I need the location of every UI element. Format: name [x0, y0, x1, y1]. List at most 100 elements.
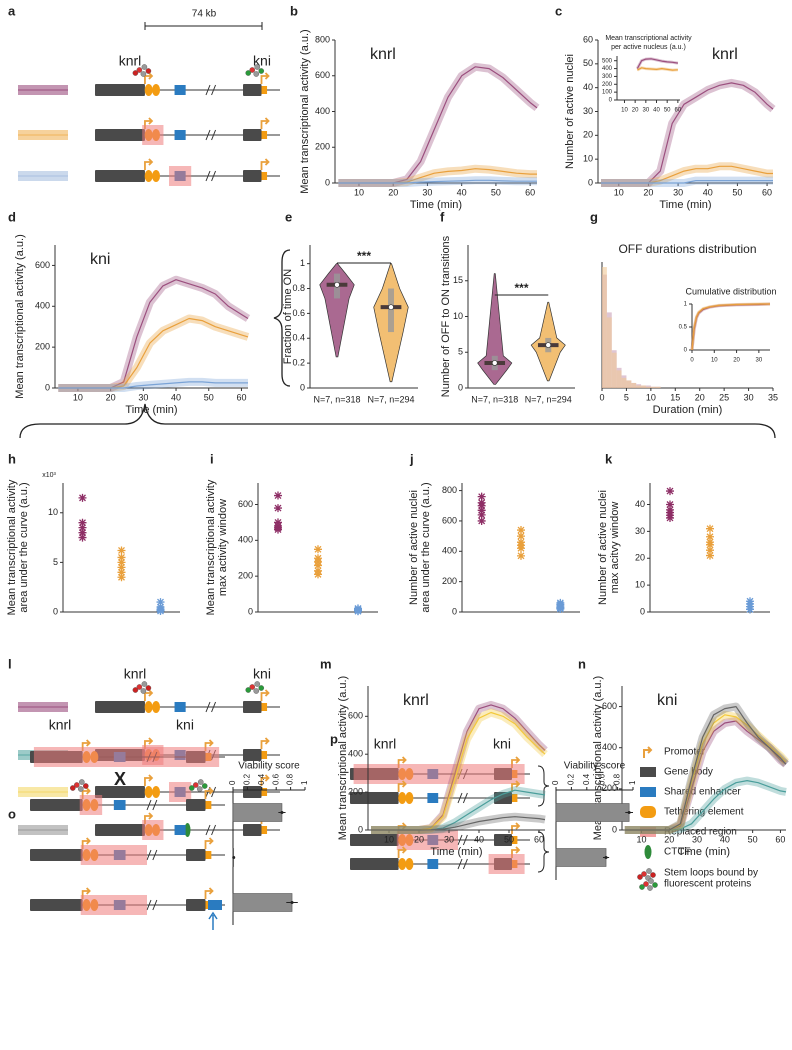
x-axis-label: Time (min)	[659, 199, 711, 211]
chart-title: kni	[90, 251, 110, 268]
panel-label: c	[555, 3, 562, 18]
promoter	[260, 774, 270, 786]
stem-loop	[70, 785, 76, 791]
break	[205, 824, 217, 836]
y-tick-label: 400	[442, 546, 457, 556]
y-tick-label: 0	[452, 606, 457, 616]
bracket	[537, 765, 550, 807]
point	[477, 492, 486, 501]
x-tick-label: 0.8	[286, 773, 295, 785]
gene-body	[243, 786, 262, 798]
bar-dot	[232, 856, 236, 859]
tethering-element	[261, 172, 268, 180]
chart-title: OFF durations distribution	[618, 242, 756, 256]
legend-icon	[643, 746, 653, 758]
y-tick-label: 400	[35, 301, 50, 311]
legend-label: Gene body	[664, 767, 713, 778]
point	[117, 558, 126, 567]
series-line	[371, 816, 546, 831]
x-tick-label: 50	[732, 187, 742, 197]
stem-loop	[641, 871, 647, 877]
x-tick-label: 10	[636, 834, 646, 844]
gene-body	[494, 834, 512, 846]
hist-bar	[606, 317, 612, 388]
chart-title: Cumulative distribution	[685, 286, 776, 296]
median-dot	[334, 281, 340, 288]
series-band	[338, 62, 540, 187]
y-tick-label: 30	[635, 526, 645, 536]
box	[388, 288, 394, 333]
y-axis-label: max acitvy window	[609, 502, 621, 594]
replaced-region	[488, 854, 525, 874]
point	[666, 487, 674, 496]
gene-body	[95, 824, 145, 836]
gene-body	[30, 799, 83, 811]
tethering-element	[144, 84, 153, 96]
shared-enhancer	[174, 85, 186, 95]
hist-bar	[641, 385, 646, 388]
gene-body	[30, 899, 83, 911]
gene-body	[186, 849, 206, 861]
promoter	[204, 837, 214, 849]
series-line	[636, 58, 678, 69]
y-tick-label: 200	[348, 786, 363, 796]
panel-label: b	[290, 3, 298, 18]
legend-icon	[640, 787, 656, 797]
y-axis-label: Fraction of time ON	[282, 269, 294, 364]
break	[146, 799, 158, 811]
gene-body	[243, 84, 262, 96]
gene-body	[30, 849, 83, 861]
gene-body	[95, 129, 145, 141]
hist-bar	[636, 385, 642, 388]
y-tick-label: 200	[602, 783, 617, 793]
y-tick-label: 0	[248, 606, 253, 616]
shared-enhancer	[113, 800, 126, 810]
point	[477, 516, 486, 525]
point	[117, 546, 126, 555]
point	[78, 528, 87, 537]
panel-label: h	[8, 451, 16, 466]
series-line	[691, 303, 770, 351]
y-tick-label: 600	[35, 260, 50, 270]
ctcf	[184, 823, 191, 837]
panel-label: k	[605, 451, 613, 466]
tethering-element	[405, 858, 414, 870]
brace	[273, 249, 291, 387]
stem-loop	[136, 684, 143, 690]
point	[477, 501, 486, 510]
y-tick-label: 200	[35, 342, 50, 352]
y-tick-label: 0.2	[292, 358, 305, 368]
legend-label: fluorescent proteins	[664, 879, 751, 890]
gene-label: knrl	[49, 717, 72, 733]
axis-multiplier: x10³	[42, 472, 56, 479]
hist-bar	[611, 352, 617, 388]
legend-label: Shared enhancer	[664, 787, 741, 798]
y-axis-label: Mean transcriptional activity (a.u.)	[299, 29, 311, 193]
y-axis-label: max activity window	[217, 499, 229, 596]
break	[205, 701, 217, 713]
x-tick-label: 30	[673, 187, 683, 197]
series-band	[690, 302, 771, 351]
stem-loop	[249, 684, 256, 690]
x-tick-label: N=7, n=318	[471, 394, 518, 404]
y-tick-label: 10	[635, 580, 645, 590]
x-tick-label: 0.6	[271, 773, 280, 785]
promoter	[204, 787, 214, 799]
panel-label: m	[320, 656, 332, 671]
y-axis-label: Mean transcriptional activity (a.u.)	[14, 234, 26, 398]
x-tick-label: 60	[762, 187, 772, 197]
point	[314, 561, 322, 570]
replaced-region	[79, 795, 103, 815]
break	[457, 792, 468, 804]
point	[117, 553, 126, 562]
y-tick-label: 10	[583, 154, 593, 164]
gene-body	[243, 129, 262, 141]
y-axis-label: Number of active nuclei	[597, 490, 609, 605]
break	[457, 834, 468, 846]
break	[146, 899, 158, 911]
y-tick-label: 20	[583, 130, 593, 140]
break	[146, 849, 158, 861]
hist-bar	[631, 382, 637, 388]
y-tick-label: 400	[238, 535, 253, 545]
